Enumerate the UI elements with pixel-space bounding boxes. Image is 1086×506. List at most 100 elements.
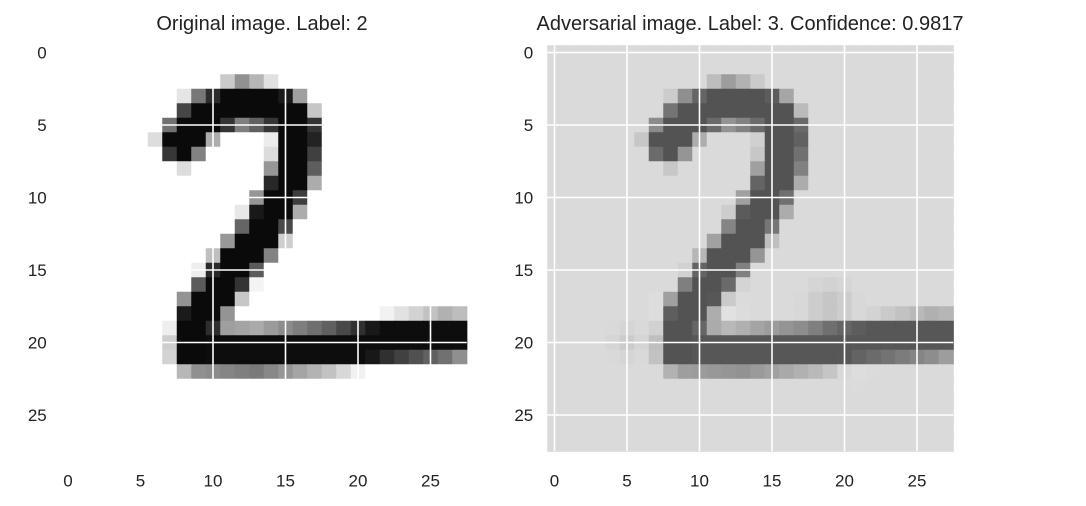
pixel (408, 306, 424, 322)
x-tick-label: 5 (622, 471, 631, 490)
pixel (75, 349, 91, 365)
pixel (249, 146, 265, 162)
pixel (437, 248, 453, 264)
pixel (648, 59, 664, 75)
pixel (234, 277, 250, 293)
pixel (104, 103, 120, 119)
y-tick-label: 15 (514, 261, 533, 280)
pixel (866, 59, 882, 75)
pixel (220, 393, 236, 409)
pixel (263, 436, 279, 452)
pixel (162, 219, 178, 235)
pixel (75, 233, 91, 249)
pixel (437, 291, 453, 307)
pixel (750, 132, 766, 148)
pixel (75, 103, 91, 119)
pixel (104, 277, 120, 293)
pixel (452, 175, 468, 191)
pixel (663, 291, 679, 307)
pixel (118, 233, 134, 249)
pixel (292, 436, 308, 452)
pixel (779, 436, 795, 452)
pixel (220, 103, 236, 119)
pixel (924, 175, 940, 191)
pixel (677, 320, 693, 336)
pixel (263, 422, 279, 438)
pixel (104, 291, 120, 307)
pixel (394, 219, 410, 235)
pixel (866, 248, 882, 264)
pixel (677, 219, 693, 235)
pixel (822, 204, 838, 220)
pixel (292, 233, 308, 249)
pixel (750, 161, 766, 177)
pixel (663, 146, 679, 162)
pixel (394, 306, 410, 322)
pixel (452, 349, 468, 365)
pixel (750, 393, 766, 409)
pixel (735, 248, 751, 264)
pixel (89, 277, 105, 293)
pixel (408, 277, 424, 293)
pixel (118, 74, 134, 90)
pixel (938, 219, 954, 235)
pixel (191, 436, 207, 452)
pixel (663, 277, 679, 293)
pixel (89, 161, 105, 177)
pixel (220, 88, 236, 104)
pixel (147, 422, 163, 438)
pixel (634, 103, 650, 119)
pixel (851, 378, 867, 394)
pixel (176, 378, 192, 394)
pixel (648, 277, 664, 293)
pixel (808, 132, 824, 148)
pixel (336, 436, 352, 452)
pixel (336, 393, 352, 409)
pixel (590, 204, 606, 220)
pixel (89, 132, 105, 148)
pixel (234, 393, 250, 409)
pixel (938, 233, 954, 249)
pixel (880, 59, 896, 75)
pixel (147, 59, 163, 75)
pixel (808, 175, 824, 191)
pixel (104, 161, 120, 177)
pixel (851, 59, 867, 75)
pixel (394, 88, 410, 104)
pixel (924, 74, 940, 90)
pixel (750, 422, 766, 438)
pixel (895, 103, 911, 119)
pixel (162, 349, 178, 365)
pixel (750, 146, 766, 162)
pixel (663, 248, 679, 264)
pixel (263, 233, 279, 249)
pixel (365, 88, 381, 104)
adversarial-image-pixels (547, 45, 954, 452)
pixel (750, 233, 766, 249)
pixel (735, 378, 751, 394)
pixel (191, 161, 207, 177)
pixel (938, 364, 954, 380)
pixel (321, 436, 337, 452)
pixel (162, 204, 178, 220)
pixel (365, 248, 381, 264)
pixel (590, 306, 606, 322)
pixel (866, 291, 882, 307)
pixel (89, 146, 105, 162)
pixel (162, 248, 178, 264)
pixel (779, 175, 795, 191)
pixel (452, 306, 468, 322)
pixel (735, 59, 751, 75)
pixel (249, 175, 265, 191)
pixel (779, 378, 795, 394)
pixel (365, 59, 381, 75)
pixel (677, 161, 693, 177)
pixel (379, 88, 395, 104)
pixel (292, 146, 308, 162)
pixel (750, 103, 766, 119)
pixel (75, 436, 91, 452)
pixel (663, 393, 679, 409)
pixel (365, 422, 381, 438)
pixel (307, 436, 323, 452)
pixel (220, 422, 236, 438)
